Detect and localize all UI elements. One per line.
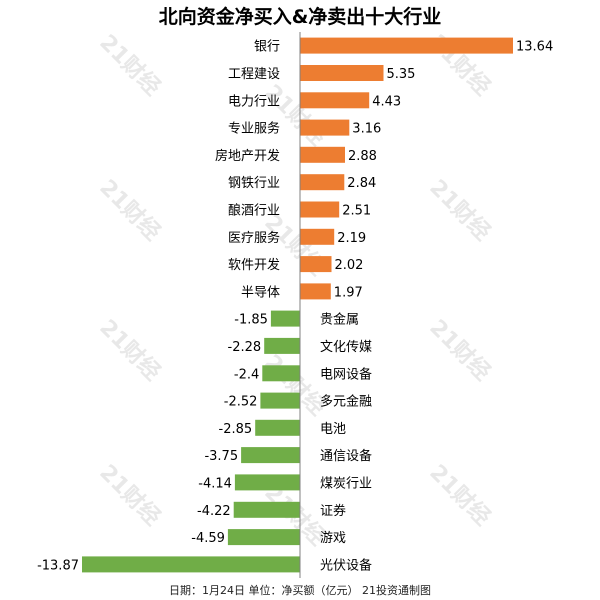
value-label: 2.19 bbox=[337, 231, 366, 246]
chart-footer: 日期：1月24日 单位：净买额（亿元） 21投资通制图 bbox=[169, 584, 431, 597]
value-label: 2.88 bbox=[348, 149, 377, 164]
bar bbox=[300, 92, 370, 109]
bar bbox=[255, 419, 300, 436]
bar bbox=[82, 556, 300, 573]
value-label: -4.59 bbox=[191, 531, 225, 546]
watermark-text: 21财经 bbox=[424, 314, 495, 385]
watermark-text: 21财经 bbox=[259, 349, 330, 420]
category-label: 光伏设备 bbox=[320, 557, 372, 573]
watermark-text: 21财经 bbox=[259, 79, 330, 150]
value-label: -1.85 bbox=[234, 313, 268, 328]
category-label: 专业服务 bbox=[228, 121, 280, 137]
bar bbox=[270, 310, 300, 327]
bar bbox=[300, 119, 350, 136]
value-label: -2.52 bbox=[224, 395, 258, 410]
category-label: 工程建设 bbox=[228, 67, 280, 82]
bar bbox=[300, 174, 345, 191]
value-label: -2.28 bbox=[228, 340, 262, 355]
value-label: -2.85 bbox=[219, 422, 253, 437]
category-label: 电网设备 bbox=[320, 366, 372, 382]
category-label: 游戏 bbox=[320, 531, 346, 546]
category-label: 通信设备 bbox=[320, 448, 372, 464]
value-label: -13.87 bbox=[37, 558, 79, 573]
bars-layer bbox=[82, 37, 513, 573]
bar bbox=[300, 283, 331, 300]
category-label: 电池 bbox=[320, 422, 346, 437]
category-label: 多元金融 bbox=[320, 394, 372, 410]
bar bbox=[260, 392, 300, 409]
category-label: 软件开发 bbox=[228, 257, 280, 273]
bar bbox=[300, 37, 513, 54]
bar bbox=[234, 474, 300, 491]
value-label: 5.35 bbox=[387, 67, 416, 82]
bar bbox=[300, 228, 335, 245]
bar bbox=[300, 146, 345, 163]
category-label: 证券 bbox=[320, 503, 346, 519]
value-label: 3.16 bbox=[352, 122, 381, 137]
watermark-text: 21财经 bbox=[424, 174, 495, 245]
value-label: 2.51 bbox=[342, 204, 371, 219]
bar bbox=[300, 65, 384, 81]
watermark-text: 21财经 bbox=[94, 29, 165, 100]
bar bbox=[300, 256, 332, 273]
value-label: 1.97 bbox=[334, 285, 363, 300]
value-label: 4.43 bbox=[372, 94, 401, 109]
category-label: 电力行业 bbox=[228, 94, 280, 109]
category-label: 煤炭行业 bbox=[320, 476, 372, 491]
watermark-text: 21财经 bbox=[94, 314, 165, 385]
watermark-text: 21财经 bbox=[94, 459, 165, 530]
bar bbox=[262, 365, 300, 382]
watermark-text: 21财经 bbox=[94, 174, 165, 245]
category-label: 贵金属 bbox=[320, 312, 359, 328]
category-label: 银行 bbox=[254, 40, 280, 55]
bar bbox=[264, 337, 300, 354]
category-label: 酿酒行业 bbox=[228, 203, 280, 219]
value-label: -4.14 bbox=[198, 476, 232, 491]
bar bbox=[241, 447, 300, 464]
value-label: 2.02 bbox=[335, 258, 364, 273]
category-label: 半导体 bbox=[241, 285, 280, 300]
watermark-text: 21财经 bbox=[424, 459, 495, 530]
chart-title: 北向资金净买入&净卖出十大行业 bbox=[158, 6, 442, 28]
category-label: 医疗服务 bbox=[228, 230, 280, 246]
bar bbox=[233, 501, 300, 518]
category-label: 钢铁行业 bbox=[228, 176, 280, 191]
value-label: -4.22 bbox=[197, 504, 231, 519]
value-label: 13.64 bbox=[516, 40, 553, 55]
bar bbox=[300, 201, 340, 218]
bar bbox=[227, 529, 300, 546]
value-label: -2.4 bbox=[234, 367, 259, 382]
value-label: -3.75 bbox=[204, 449, 238, 464]
value-label: 2.84 bbox=[347, 176, 376, 191]
labels-layer: 银行 13.64 工程建设 5.35 电力行业 4.43 专业服务 3.16 房地产开发 2.88… bbox=[37, 40, 553, 574]
category-label: 房地产开发 bbox=[215, 148, 280, 164]
category-label: 文化传媒 bbox=[320, 340, 372, 355]
